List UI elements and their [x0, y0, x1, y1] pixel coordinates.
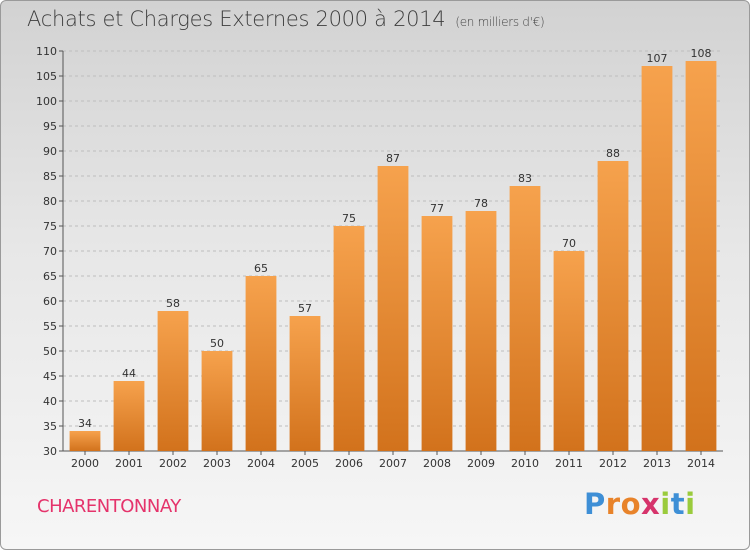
logo-letter: i	[685, 487, 696, 521]
logo-letter: o	[620, 487, 642, 521]
x-tick-label: 2000	[71, 457, 99, 470]
x-tick-label: 2010	[511, 457, 539, 470]
x-tick-label: 2002	[159, 457, 187, 470]
y-tick-label: 85	[43, 170, 57, 183]
x-tick-label: 2005	[291, 457, 319, 470]
logo-letter: x	[641, 487, 661, 521]
data-label: 65	[254, 262, 268, 275]
data-label: 50	[210, 337, 224, 350]
y-tick-label: 60	[43, 295, 57, 308]
bar	[597, 161, 629, 451]
bar	[421, 216, 453, 451]
x-tick-label: 2008	[423, 457, 451, 470]
y-tick-label: 35	[43, 420, 57, 433]
bar	[641, 66, 673, 451]
data-label: 88	[606, 147, 620, 160]
x-tick-label: 2011	[555, 457, 583, 470]
x-tick-label: 2006	[335, 457, 363, 470]
x-tick-label: 2007	[379, 457, 407, 470]
bar	[377, 166, 409, 451]
bar	[685, 61, 717, 451]
x-tick-label: 2013	[643, 457, 671, 470]
y-tick-label: 65	[43, 270, 57, 283]
x-tick-label: 2001	[115, 457, 143, 470]
data-label: 87	[386, 152, 400, 165]
bar	[465, 211, 497, 451]
chart-unit: (en milliers d'€)	[455, 15, 545, 29]
bar	[113, 381, 145, 451]
data-label: 57	[298, 302, 312, 315]
bar	[245, 276, 277, 451]
bar	[333, 226, 365, 451]
x-tick-label: 2004	[247, 457, 275, 470]
y-tick-label: 40	[43, 395, 57, 408]
bar	[201, 351, 233, 451]
data-label: 78	[474, 197, 488, 210]
y-tick-label: 110	[36, 45, 57, 58]
logo-letter: r	[605, 487, 621, 521]
data-label: 107	[647, 52, 668, 65]
logo-letter: t	[670, 487, 686, 521]
bar	[509, 186, 541, 451]
data-label: 58	[166, 297, 180, 310]
commune-name: CHARENTONNAY	[37, 496, 181, 517]
logo-letter: i	[660, 487, 671, 521]
bar	[69, 431, 101, 451]
bar	[289, 316, 321, 451]
logo-letter: P	[584, 487, 606, 521]
y-tick-label: 100	[36, 95, 57, 108]
y-tick-label: 105	[36, 70, 57, 83]
x-tick-label: 2009	[467, 457, 495, 470]
x-tick-label: 2003	[203, 457, 231, 470]
y-tick-label: 80	[43, 195, 57, 208]
data-label: 108	[691, 47, 712, 60]
data-label: 77	[430, 202, 444, 215]
y-tick-label: 50	[43, 345, 57, 358]
bar	[553, 251, 585, 451]
data-label: 75	[342, 212, 356, 225]
data-label: 34	[78, 417, 92, 430]
x-tick-label: 2014	[687, 457, 715, 470]
data-label: 44	[122, 367, 136, 380]
bar	[157, 311, 189, 451]
data-label: 70	[562, 237, 576, 250]
chart-title-text: Achats et Charges Externes 2000 à 2014	[27, 7, 446, 31]
y-tick-label: 55	[43, 320, 57, 333]
x-tick-label: 2012	[599, 457, 627, 470]
y-tick-label: 75	[43, 220, 57, 233]
y-tick-label: 90	[43, 145, 57, 158]
y-tick-label: 45	[43, 370, 57, 383]
y-tick-label: 70	[43, 245, 57, 258]
data-label: 83	[518, 172, 532, 185]
y-tick-label: 30	[43, 445, 57, 458]
chart-title: Achats et Charges Externes 2000 à 2014 (e…	[27, 7, 545, 31]
y-tick-label: 95	[43, 120, 57, 133]
proxiti-logo[interactable]: Proxiti	[584, 487, 696, 521]
